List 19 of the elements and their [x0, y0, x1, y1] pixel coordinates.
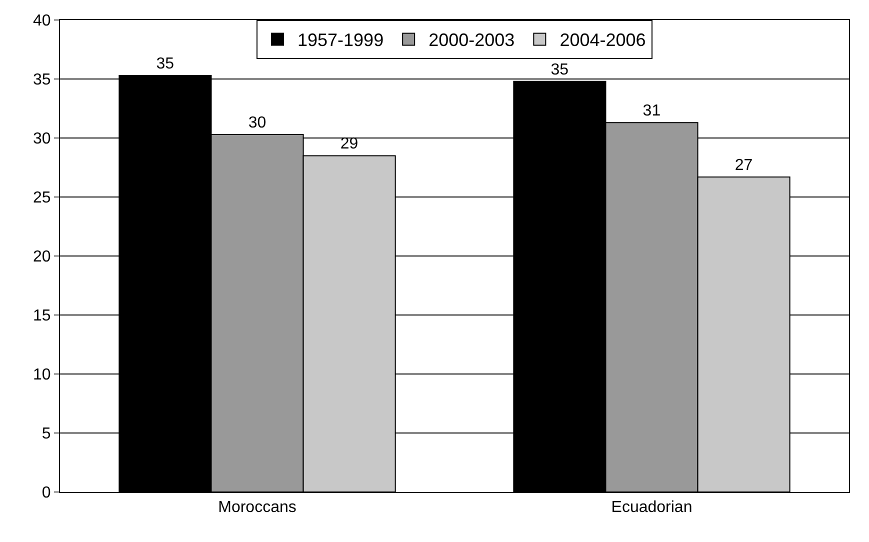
- y-tick-label: 20: [33, 248, 51, 266]
- y-tick-label: 40: [33, 12, 51, 30]
- y-tick-label: 15: [33, 308, 51, 325]
- y-tick-label: 25: [33, 190, 51, 207]
- y-tick-label: 0: [42, 484, 51, 502]
- data-label: 35: [550, 61, 569, 78]
- data-label: 31: [642, 102, 661, 120]
- y-tick-label: 30: [33, 130, 51, 148]
- x-tick-label: Ecuadorian: [611, 499, 692, 516]
- data-label: 30: [248, 114, 266, 132]
- legend-label: 2000-2003: [428, 30, 515, 50]
- y-tick-label: 5: [42, 426, 51, 443]
- y-tick-label: 10: [33, 366, 51, 384]
- y-tick-label: 35: [33, 72, 51, 89]
- x-tick-label: Moroccans: [218, 499, 296, 516]
- data-label: 27: [734, 156, 753, 174]
- data-label: 35: [156, 55, 174, 72]
- legend-label: 1957-1999: [298, 30, 384, 50]
- legend-label: 2004-2006: [560, 30, 646, 50]
